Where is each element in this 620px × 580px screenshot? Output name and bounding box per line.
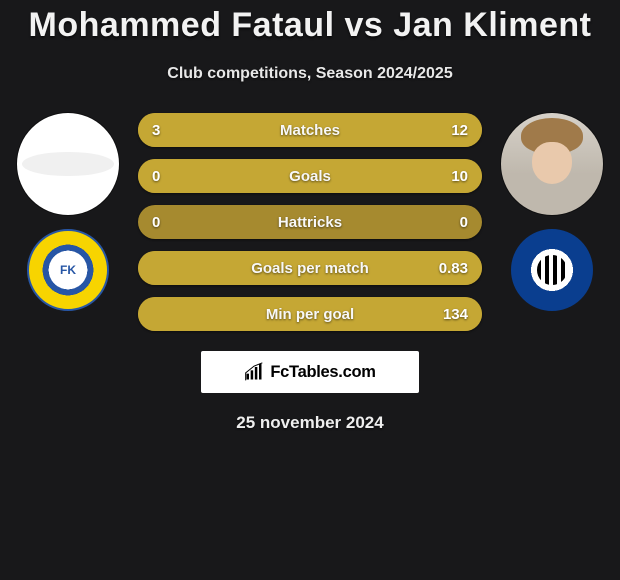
stat-overlay: 0Hattricks0	[138, 205, 482, 239]
stats-column: 3Matches12 0Goals10 0Hattricks0 Goals per m…	[128, 113, 492, 331]
bar-chart-icon	[244, 362, 264, 382]
right-club-badge	[511, 229, 593, 311]
stat-overlay: 3Matches12	[138, 113, 482, 147]
stat-metric-label: Hattricks	[138, 214, 482, 231]
subtitle: Club competitions, Season 2024/2025	[0, 65, 620, 83]
stat-bar: 3Matches12	[138, 113, 482, 147]
stat-bar: Goals per match0.83	[138, 251, 482, 285]
left-club-short: FK	[55, 257, 82, 284]
stat-bar: 0Goals10	[138, 159, 482, 193]
stat-bar: Min per goal134	[138, 297, 482, 331]
stat-metric-label: Min per goal	[138, 306, 482, 323]
comparison-row: FK 3Matches12 0Goals10 0Hattricks0 Goals pe…	[0, 113, 620, 331]
footer-date: 25 november 2024	[0, 413, 620, 433]
stat-bar: 0Hattricks0	[138, 205, 482, 239]
left-club-badge: FK	[27, 229, 109, 311]
right-player-column	[492, 113, 612, 311]
left-player-column: FK	[8, 113, 128, 311]
stat-overlay: 0Goals10	[138, 159, 482, 193]
stat-overlay: Min per goal134	[138, 297, 482, 331]
stat-overlay: Goals per match0.83	[138, 251, 482, 285]
stat-metric-label: Goals per match	[138, 260, 482, 277]
page-title: Mohammed Fataul vs Jan Kliment	[0, 0, 620, 45]
watermark: FcTables.com	[201, 351, 419, 393]
sigma-stripes	[537, 255, 567, 285]
left-player-avatar	[17, 113, 119, 215]
watermark-text: FcTables.com	[270, 363, 375, 382]
stat-metric-label: Goals	[138, 168, 482, 185]
stat-metric-label: Matches	[138, 122, 482, 139]
right-player-avatar	[501, 113, 603, 215]
